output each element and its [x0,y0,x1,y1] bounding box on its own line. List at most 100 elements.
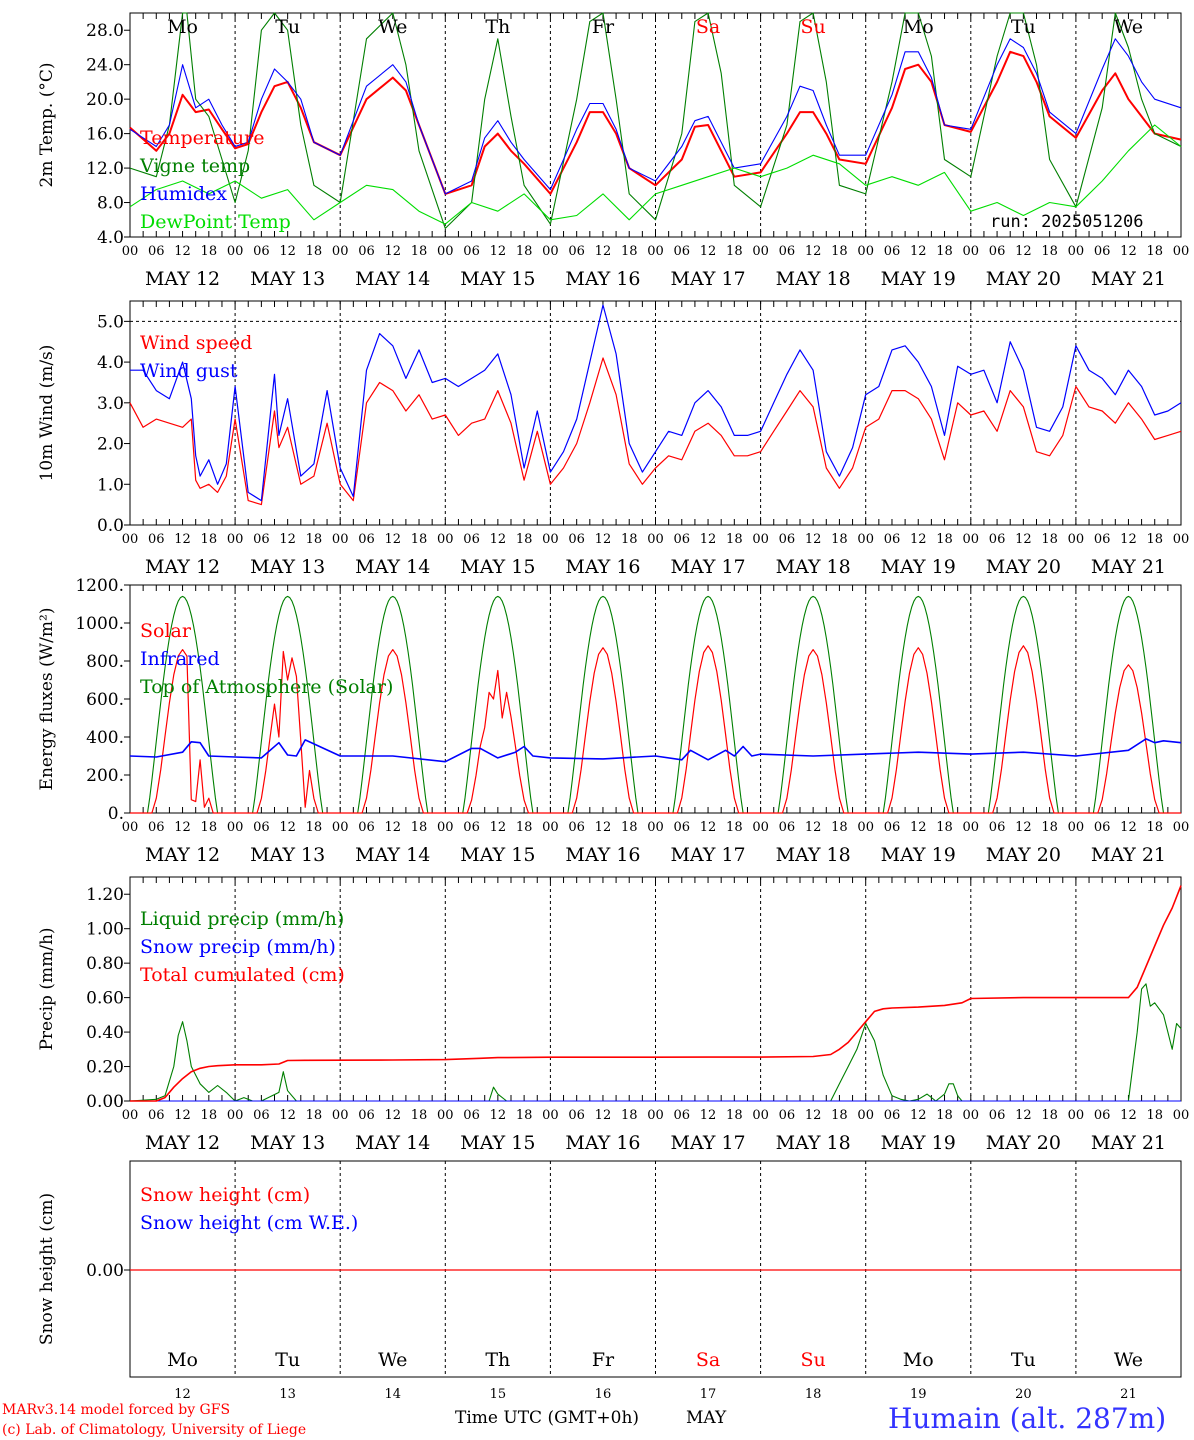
month-label: MAY [686,1408,727,1428]
weekday-label: Mo [903,16,934,38]
weekday-label: Sa [696,16,720,38]
temp-hour-label: 00 [122,244,139,259]
precip-legend-0: Liquid precip (mm/h) [140,908,344,930]
precip-hour-label: 06 [148,1108,165,1123]
precip-hour-label: 00 [332,1108,349,1123]
wind-hour-label: 00 [752,532,769,547]
temp-hour-label: 18 [516,244,533,259]
energy-legend-0: Solar [140,620,192,642]
snow-weekday-label: Th [485,1349,510,1371]
energy-hour-label: 18 [516,820,533,835]
precip-hour-label: 18 [1041,1108,1058,1123]
energy-hour-label: 12 [910,820,927,835]
wind-hour-label: 18 [936,532,953,547]
precip-hour-label: 06 [463,1108,480,1123]
energy-hour-label: 06 [358,820,375,835]
station-label: Humain (alt. 287m) [888,1402,1166,1435]
temp-hour-label: 00 [963,244,980,259]
energy-hour-label: 12 [805,820,822,835]
energy-hour-label: 00 [1068,820,1085,835]
precip-hour-label: 00 [122,1108,139,1123]
day-number-label: 16 [595,1387,612,1402]
snow-weekday-label: We [1114,1349,1143,1371]
precip-date-label: MAY 19 [881,1132,956,1154]
temp-hour-label: 00 [437,244,454,259]
temp-legend-0: Temperature [140,127,264,149]
energy-date-label: MAY 16 [565,844,640,866]
time-axis-label: Time UTC (GMT+0h) [455,1408,639,1428]
precip-hour-label: 12 [700,1108,717,1123]
energy-hour-label: 12 [490,820,507,835]
temp-hour-label: 18 [831,244,848,259]
energy-ytick-label: 800. [86,652,124,672]
weekday-label: Mo [167,16,198,38]
temp-hour-label: 00 [1173,244,1190,259]
temp-series-dewpoint-temp [129,124,1182,225]
snow-ylabel: Snow height (cm) [37,1193,57,1345]
precip-ytick-label: 0.80 [86,954,124,974]
temp-hour-label: 18 [306,244,323,259]
wind-hour-label: 00 [857,532,874,547]
precip-ytick-label: 0.60 [86,989,124,1009]
energy-hour-label: 06 [568,820,585,835]
wind-hour-label: 00 [227,532,244,547]
temp-hour-label: 12 [384,244,401,259]
precip-hour-label: 00 [752,1108,769,1123]
precip-hour-label: 18 [411,1108,428,1123]
energy-hour-label: 12 [700,820,717,835]
day-number-label: 15 [490,1387,507,1402]
precip-date-label: MAY 14 [355,1132,430,1154]
model-line: MARv3.14 model forced by GFS [2,1402,230,1418]
wind-hour-label: 12 [174,532,191,547]
precip-hour-label: 12 [490,1108,507,1123]
wind-hour-label: 18 [726,532,743,547]
wind-date-label: MAY 15 [460,556,535,578]
temp-hour-label: 12 [279,244,296,259]
precip-legend-2: Total cumulated (cm) [140,964,345,986]
snow-legend-0: Snow height (cm) [140,1184,310,1206]
temp-frame [129,12,1182,238]
energy-hour-label: 12 [595,820,612,835]
precip-hour-label: 18 [1146,1108,1163,1123]
precip-legend-1: Snow precip (mm/h) [140,936,336,958]
energy-ylabel: Energy fluxes (W/m²) [37,608,57,791]
wind-hour-label: 12 [700,532,717,547]
wind-ytick-label: 4.0 [97,353,124,373]
energy-ytick-label: 400. [86,728,124,748]
energy-hour-label: 00 [857,820,874,835]
energy-date-label: MAY 21 [1091,844,1166,866]
precip-date-label: MAY 16 [565,1132,640,1154]
precip-hour-label: 18 [306,1108,323,1123]
precip-hour-label: 00 [963,1108,980,1123]
temp-date-label: MAY 16 [565,268,640,290]
temp-hour-label: 12 [910,244,927,259]
wind-hour-label: 00 [647,532,664,547]
precip-hour-label: 06 [989,1108,1006,1123]
precip-hour-label: 12 [1015,1108,1032,1123]
precip-date-label: MAY 20 [986,1132,1061,1154]
energy-hour-label: 18 [201,820,218,835]
temp-ytick-label: 20.0 [86,90,124,110]
temp-hour-label: 00 [542,244,559,259]
wind-date-label: MAY 12 [145,556,220,578]
wind-legend-1: Wind gust [140,360,238,382]
run-label: run: 2025051206 [990,212,1144,232]
wind-hour-label: 06 [674,532,691,547]
wind-hour-label: 06 [253,532,270,547]
temp-hour-label: 06 [989,244,1006,259]
energy-hour-label: 06 [674,820,691,835]
precip-hour-label: 12 [174,1108,191,1123]
snow-ytick-label: 0.00 [86,1261,124,1281]
temp-hour-label: 12 [1015,244,1032,259]
temp-hour-label: 18 [1146,244,1163,259]
temp-date-label: MAY 15 [460,268,535,290]
temp-hour-label: 00 [332,244,349,259]
day-number-label: 14 [384,1387,401,1402]
precip-ytick-label: 0.00 [86,1092,124,1112]
energy-date-label: MAY 18 [776,844,851,866]
energy-hour-label: 12 [174,820,191,835]
snow-weekday-label: Mo [903,1349,934,1371]
precip-hour-label: 12 [910,1108,927,1123]
precip-hour-label: 06 [779,1108,796,1123]
wind-hour-label: 06 [989,532,1006,547]
